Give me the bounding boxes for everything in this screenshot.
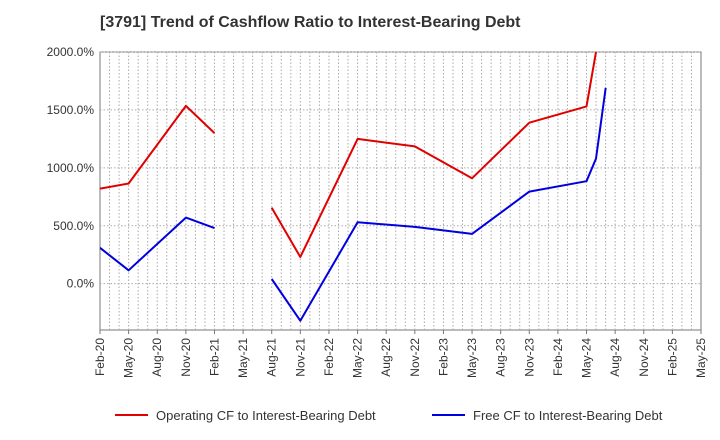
plot-area — [99, 51, 702, 331]
x-tick-label: Feb-21 — [207, 338, 221, 376]
x-tick-label: Feb-22 — [322, 338, 336, 376]
x-tick-label: May-23 — [465, 338, 479, 378]
x-tick-label: Feb-24 — [551, 338, 565, 376]
y-axis: 2000.0% 1500.0% 1000.0% 500.0% 0.0% — [47, 45, 95, 291]
x-tick-label: Aug-21 — [265, 338, 279, 377]
x-tick-label: Aug-23 — [494, 338, 508, 377]
x-tick-label: May-22 — [351, 338, 365, 378]
x-tick-label: May-25 — [694, 338, 708, 378]
series-line-1 — [100, 52, 597, 258]
series-lines — [100, 52, 607, 322]
x-tick-label: Nov-20 — [179, 338, 193, 377]
x-tick-label: Feb-25 — [665, 338, 679, 376]
chart-title: [3791] Trend of Cashflow Ratio to Intere… — [100, 14, 521, 31]
x-tick-label: Aug-24 — [608, 338, 622, 377]
y-tick-label: 1000.0% — [47, 161, 95, 175]
x-tick-label: Aug-22 — [379, 338, 393, 377]
x-tick-label: Nov-23 — [522, 338, 536, 377]
x-tick-label: Nov-24 — [637, 338, 651, 377]
x-tick-label: Feb-20 — [93, 338, 107, 376]
x-tick-label: Aug-20 — [150, 338, 164, 377]
y-tick-label: 1500.0% — [47, 103, 95, 117]
series-line-2 — [100, 87, 607, 322]
x-tick-label: Nov-21 — [293, 338, 307, 377]
x-axis: Feb-20 May-20 Aug-20 Nov-20 Feb-21 May-21 Aug-… — [93, 330, 708, 378]
grid — [100, 51, 701, 330]
y-tick-label: 0.0% — [67, 277, 95, 291]
x-tick-label: Nov-22 — [408, 338, 422, 377]
legend-label-2: Free CF to Interest-Bearing Debt — [473, 408, 663, 423]
x-tick-label: Feb-23 — [436, 338, 450, 376]
x-tick-label: May-20 — [122, 338, 136, 378]
y-tick-label: 2000.0% — [47, 45, 95, 59]
x-tick-label: May-21 — [236, 338, 250, 378]
legend-label-1: Operating CF to Interest-Bearing Debt — [156, 408, 376, 423]
legend: Operating CF to Interest-Bearing Debt Fre… — [115, 408, 663, 423]
x-tick-label: May-24 — [580, 338, 594, 378]
y-tick-label: 500.0% — [53, 219, 94, 233]
